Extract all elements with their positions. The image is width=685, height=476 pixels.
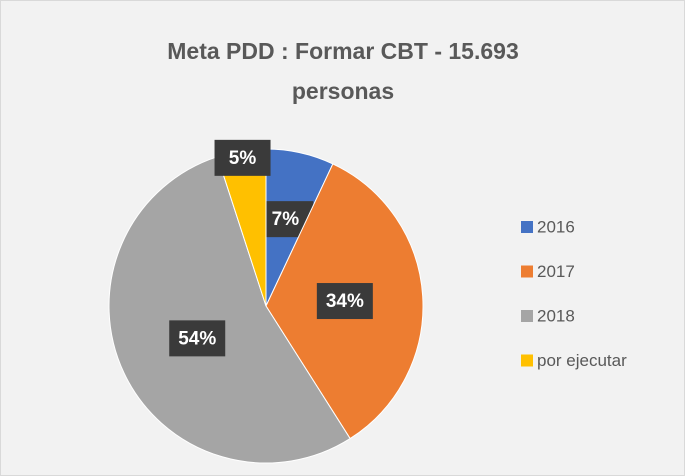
data-label: 54% xyxy=(178,328,216,349)
data-label: 5% xyxy=(229,148,257,169)
data-label-box xyxy=(169,320,226,357)
data-label: 34% xyxy=(326,291,364,312)
legend-swatch xyxy=(521,354,533,367)
data-label: 7% xyxy=(272,209,300,230)
data-label-box xyxy=(214,139,271,176)
legend-label: 2016 xyxy=(537,217,575,236)
legend-swatch xyxy=(521,221,533,233)
legend-label: 2018 xyxy=(537,306,575,325)
legend-label: 2017 xyxy=(537,262,575,281)
pie-slice xyxy=(108,156,351,464)
legend-label: por ejecutar xyxy=(537,351,627,370)
chart-title: Meta PDD : Formar CBT - 15.693 personas xyxy=(167,38,519,104)
legend-swatch xyxy=(521,265,533,278)
legend-swatch xyxy=(521,310,533,322)
data-label-box xyxy=(316,283,373,320)
